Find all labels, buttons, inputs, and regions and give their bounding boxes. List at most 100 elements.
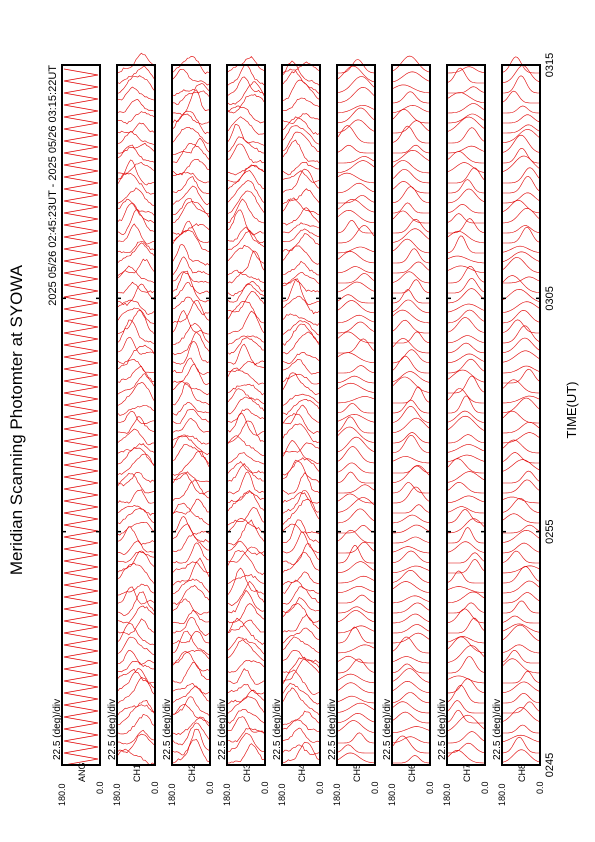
trace	[172, 322, 210, 346]
trace	[392, 160, 430, 174]
trace	[117, 223, 155, 245]
trace	[282, 744, 320, 755]
scale-label: 22.5 (deg)/div	[327, 699, 338, 760]
trace	[282, 278, 320, 306]
y-limit-label: 180.0	[167, 783, 177, 806]
trace	[392, 349, 430, 364]
trace	[117, 660, 154, 673]
trace	[448, 731, 485, 744]
trace	[447, 495, 485, 503]
trace	[227, 105, 265, 124]
trace	[392, 656, 429, 664]
trace	[392, 371, 430, 383]
trace	[172, 716, 210, 735]
trace	[282, 413, 320, 434]
trace	[117, 299, 155, 315]
trace	[117, 586, 155, 605]
trace	[117, 382, 155, 406]
trace	[282, 161, 319, 176]
trace	[117, 605, 155, 624]
trace	[117, 636, 155, 656]
trace	[282, 472, 320, 495]
trace	[503, 368, 540, 384]
trace	[172, 418, 210, 433]
trace	[227, 300, 265, 324]
trace	[172, 127, 210, 144]
trace	[227, 550, 265, 576]
trace	[117, 668, 155, 691]
trace	[282, 719, 320, 732]
trace	[117, 540, 155, 555]
trace	[172, 382, 210, 406]
trace	[172, 435, 210, 445]
trace	[172, 516, 210, 535]
trace	[117, 373, 155, 395]
trace	[447, 288, 485, 304]
trace	[337, 720, 375, 733]
y-limit-label: 180.0	[497, 783, 507, 806]
trace	[117, 733, 155, 754]
trace	[337, 586, 375, 594]
trace	[227, 412, 265, 436]
panel-label: CH6	[407, 764, 417, 782]
trace	[392, 228, 430, 243]
trace	[63, 68, 99, 766]
trace	[117, 550, 155, 563]
trace	[227, 76, 265, 96]
trace	[503, 395, 540, 404]
trace	[448, 179, 485, 194]
trace	[447, 675, 485, 684]
trace	[447, 454, 485, 463]
trace	[392, 299, 430, 314]
trace	[282, 440, 320, 464]
trace	[393, 218, 430, 234]
trace	[227, 452, 265, 465]
y-limit-label: 0.0	[205, 781, 215, 794]
trace	[227, 689, 265, 704]
trace	[227, 94, 265, 114]
trace	[172, 357, 210, 375]
trace	[502, 56, 539, 74]
trace	[282, 61, 320, 74]
trace	[227, 716, 264, 733]
time-range: 2025 05/26 02:45:23UT - 2025 05/26 03:15…	[47, 65, 59, 306]
trace	[392, 169, 430, 184]
trace	[447, 509, 485, 524]
trace	[172, 686, 210, 703]
trace	[172, 176, 210, 195]
trace	[117, 319, 155, 344]
y-limit-label: 180.0	[57, 783, 67, 806]
trace	[172, 90, 210, 105]
trace	[337, 462, 374, 474]
trace	[282, 372, 320, 395]
trace	[337, 545, 374, 564]
trace	[117, 337, 155, 355]
trace	[172, 244, 210, 266]
trace	[117, 283, 155, 306]
trace	[337, 251, 375, 264]
trace	[447, 684, 484, 704]
trace	[117, 75, 155, 94]
trace	[448, 552, 485, 564]
trace	[337, 744, 374, 754]
trace	[282, 272, 320, 285]
trace	[283, 260, 320, 276]
panel-frame	[171, 64, 211, 766]
trace	[172, 649, 210, 664]
trace	[337, 209, 375, 223]
trace	[337, 246, 375, 254]
trace	[502, 550, 539, 564]
trace	[392, 680, 430, 693]
trace	[337, 331, 375, 344]
trace	[227, 491, 265, 503]
trace	[282, 602, 320, 623]
trace	[172, 585, 210, 606]
trace	[502, 397, 540, 414]
trace	[337, 125, 374, 144]
trace	[173, 171, 210, 184]
trace	[227, 636, 265, 655]
trace	[227, 383, 265, 396]
trace	[337, 225, 375, 244]
trace	[117, 521, 155, 536]
trace	[337, 712, 375, 723]
